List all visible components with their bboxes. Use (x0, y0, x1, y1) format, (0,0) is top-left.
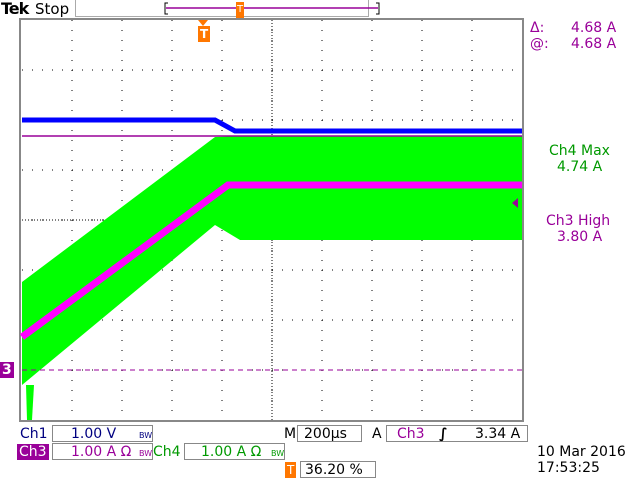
trigger-position-icon: T (285, 462, 297, 478)
record-bracket-left (164, 2, 168, 15)
ch1-waveform (22, 117, 522, 134)
ch4-label[interactable]: Ch4 (153, 444, 181, 460)
ch4-waveform-envelope (22, 136, 522, 385)
trigger-position-marker[interactable]: T (198, 26, 211, 42)
trigger-position: 36.20 % (305, 462, 363, 478)
trigger-box[interactable]: Ch3 ∫ 3.34 A (386, 425, 528, 442)
cursor-delta-label: Δ: (530, 20, 545, 36)
graticule-border (19, 18, 524, 422)
measurement-label: Ch3 High (546, 213, 611, 229)
ch1-scale: 1.00 V (71, 426, 117, 442)
ch4-scale-box[interactable]: 1.00 A Ω BW (184, 443, 285, 460)
brand-logo: Tek (1, 0, 29, 18)
rising-edge-icon: ∫ (439, 426, 448, 442)
ch3-scale-box[interactable]: 1.00 A Ω BW (52, 443, 153, 460)
ch3-waveform (19, 181, 522, 340)
record-bracket-right (376, 2, 380, 15)
measurement-value: 4.74 A (557, 159, 603, 175)
timebase-label: M (284, 426, 297, 442)
ch4-waveform-spike (26, 385, 34, 420)
trigger-record-marker: T (236, 2, 245, 18)
ch1-scale-box[interactable]: 1.00 V BW (52, 425, 153, 442)
measurement-value: 3.80 A (557, 229, 603, 245)
cursor-at-label: @: (530, 36, 549, 52)
trigger-level: 3.34 A (475, 426, 521, 442)
acquisition-status: Stop (35, 0, 70, 18)
ch3-label[interactable]: Ch3 (17, 444, 49, 460)
measurement-label: Ch4 Max (549, 143, 610, 159)
trigger-label: A (372, 426, 382, 442)
ch4-bw-icon: BW (271, 449, 285, 458)
trigger-point-arrow-icon (198, 20, 208, 26)
ch4-scale: 1.00 A Ω (201, 444, 262, 460)
date: 10 Mar 2016 (537, 444, 626, 460)
trigger-position-box[interactable]: 36.20 % (300, 461, 376, 478)
timebase-value: 200µs (304, 426, 347, 442)
timebase-box[interactable]: 200µs (297, 425, 362, 442)
ch1-label[interactable]: Ch1 (20, 426, 48, 442)
cursor-delta-value: 4.68 A (571, 20, 617, 36)
trigger-level-arrow-icon (512, 198, 518, 208)
ch3-scale: 1.00 A Ω (71, 444, 132, 460)
ch3-ground-marker[interactable]: 3 (0, 362, 14, 378)
cursor-at-value: 4.68 A (571, 36, 617, 52)
time: 17:53:25 (537, 460, 600, 476)
ch3-bw-icon: BW (139, 449, 153, 458)
ch1-bw-icon: BW (139, 431, 153, 440)
trigger-source: Ch3 (397, 426, 425, 442)
